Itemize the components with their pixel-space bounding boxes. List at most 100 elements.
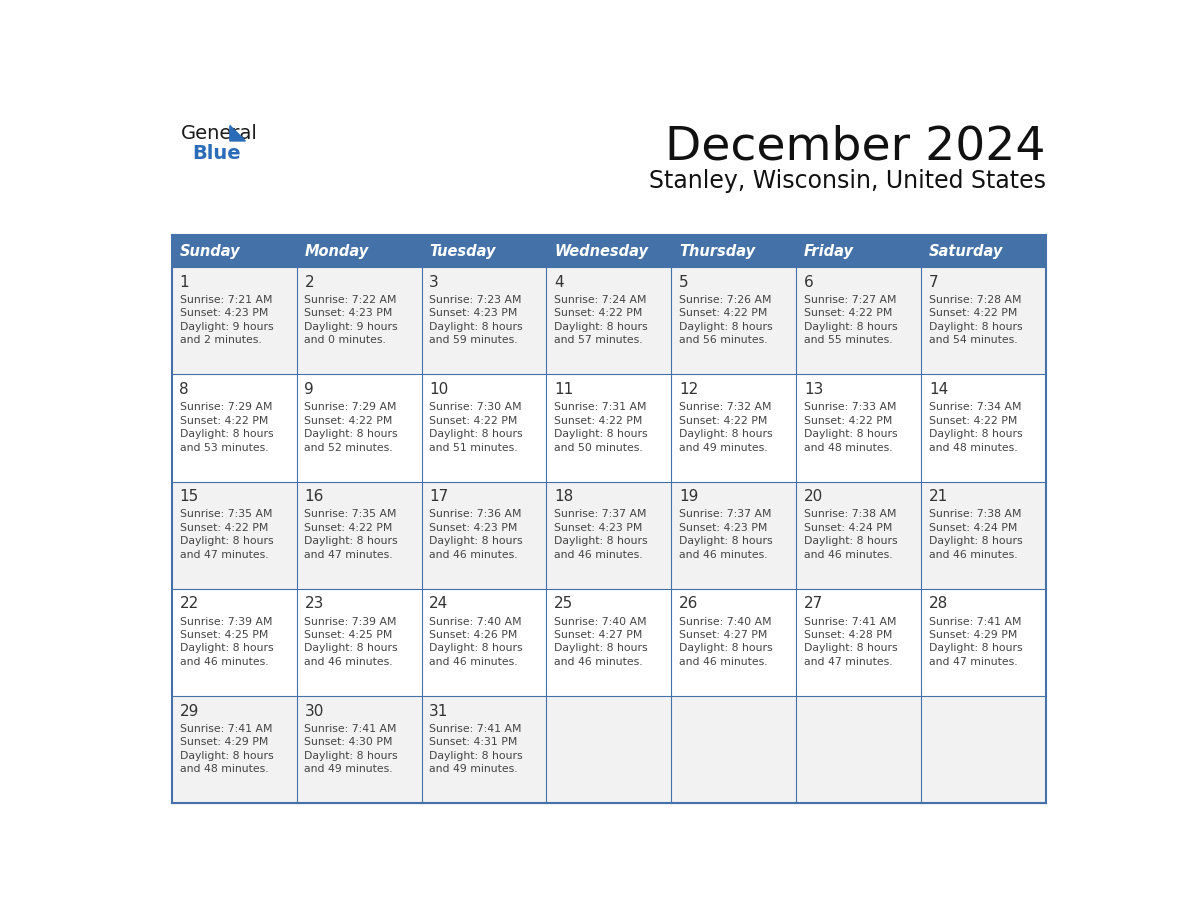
Text: Daylight: 8 hours: Daylight: 8 hours — [804, 536, 898, 546]
Text: Sunset: 4:22 PM: Sunset: 4:22 PM — [929, 416, 1017, 426]
Text: Sunrise: 7:41 AM: Sunrise: 7:41 AM — [179, 723, 272, 733]
Text: Sunrise: 7:21 AM: Sunrise: 7:21 AM — [179, 295, 272, 305]
Text: Daylight: 8 hours: Daylight: 8 hours — [804, 322, 898, 332]
Text: Daylight: 8 hours: Daylight: 8 hours — [179, 429, 273, 439]
Text: Saturday: Saturday — [929, 243, 1003, 259]
Text: 7: 7 — [929, 274, 939, 290]
Text: 5: 5 — [680, 274, 689, 290]
Text: Daylight: 8 hours: Daylight: 8 hours — [429, 536, 523, 546]
Text: and 52 minutes.: and 52 minutes. — [304, 442, 393, 453]
Text: Daylight: 8 hours: Daylight: 8 hours — [929, 322, 1023, 332]
Text: December 2024: December 2024 — [665, 124, 1045, 169]
Text: Sunrise: 7:41 AM: Sunrise: 7:41 AM — [304, 723, 397, 733]
Text: 8: 8 — [179, 382, 189, 397]
Text: and 59 minutes.: and 59 minutes. — [429, 335, 518, 345]
Text: Sunrise: 7:24 AM: Sunrise: 7:24 AM — [554, 295, 646, 305]
Text: Sunset: 4:23 PM: Sunset: 4:23 PM — [429, 308, 518, 319]
Text: Sunset: 4:24 PM: Sunset: 4:24 PM — [929, 523, 1017, 532]
Text: Sunrise: 7:26 AM: Sunrise: 7:26 AM — [680, 295, 771, 305]
Text: Friday: Friday — [804, 243, 854, 259]
Text: and 56 minutes.: and 56 minutes. — [680, 335, 767, 345]
Text: Sunset: 4:27 PM: Sunset: 4:27 PM — [680, 630, 767, 640]
Text: Sunset: 4:23 PM: Sunset: 4:23 PM — [554, 523, 643, 532]
Text: Daylight: 8 hours: Daylight: 8 hours — [804, 644, 898, 654]
Text: and 47 minutes.: and 47 minutes. — [804, 657, 892, 667]
Text: 16: 16 — [304, 489, 324, 504]
Bar — [172, 267, 1045, 375]
Text: Daylight: 8 hours: Daylight: 8 hours — [304, 751, 398, 761]
Text: Sunrise: 7:35 AM: Sunrise: 7:35 AM — [304, 509, 397, 520]
Text: 9: 9 — [304, 382, 314, 397]
Text: 15: 15 — [179, 489, 198, 504]
Text: Sunrise: 7:35 AM: Sunrise: 7:35 AM — [179, 509, 272, 520]
Text: and 2 minutes.: and 2 minutes. — [179, 335, 261, 345]
Text: Sunrise: 7:34 AM: Sunrise: 7:34 AM — [929, 402, 1022, 412]
Text: Sunrise: 7:27 AM: Sunrise: 7:27 AM — [804, 295, 897, 305]
Bar — [172, 235, 297, 267]
Text: and 47 minutes.: and 47 minutes. — [304, 550, 393, 560]
Text: Sunrise: 7:41 AM: Sunrise: 7:41 AM — [929, 617, 1022, 626]
Text: Daylight: 8 hours: Daylight: 8 hours — [304, 536, 398, 546]
Polygon shape — [229, 126, 246, 141]
Text: Sunset: 4:22 PM: Sunset: 4:22 PM — [680, 308, 767, 319]
Text: and 49 minutes.: and 49 minutes. — [680, 442, 767, 453]
Text: Sunrise: 7:37 AM: Sunrise: 7:37 AM — [680, 509, 771, 520]
Text: Sunset: 4:22 PM: Sunset: 4:22 PM — [804, 308, 892, 319]
Text: Daylight: 8 hours: Daylight: 8 hours — [554, 536, 647, 546]
Text: 31: 31 — [429, 704, 449, 719]
Text: Sunset: 4:22 PM: Sunset: 4:22 PM — [929, 308, 1017, 319]
Text: Sunrise: 7:38 AM: Sunrise: 7:38 AM — [929, 509, 1022, 520]
Text: General: General — [181, 124, 258, 143]
Text: Wednesday: Wednesday — [554, 243, 649, 259]
Text: Sunday: Sunday — [179, 243, 240, 259]
Text: Sunset: 4:31 PM: Sunset: 4:31 PM — [429, 737, 518, 747]
Text: Monday: Monday — [304, 243, 368, 259]
Text: Sunset: 4:23 PM: Sunset: 4:23 PM — [429, 523, 518, 532]
Bar — [796, 235, 921, 267]
Text: and 46 minutes.: and 46 minutes. — [680, 550, 767, 560]
Text: Sunrise: 7:40 AM: Sunrise: 7:40 AM — [429, 617, 522, 626]
Text: 26: 26 — [680, 597, 699, 611]
Bar — [546, 235, 671, 267]
Text: Daylight: 8 hours: Daylight: 8 hours — [680, 536, 772, 546]
Text: 6: 6 — [804, 274, 814, 290]
Text: Daylight: 8 hours: Daylight: 8 hours — [179, 751, 273, 761]
Text: Daylight: 8 hours: Daylight: 8 hours — [304, 429, 398, 439]
Text: Daylight: 8 hours: Daylight: 8 hours — [804, 429, 898, 439]
Text: Sunset: 4:25 PM: Sunset: 4:25 PM — [304, 630, 393, 640]
Text: and 0 minutes.: and 0 minutes. — [304, 335, 386, 345]
Text: Sunrise: 7:41 AM: Sunrise: 7:41 AM — [429, 723, 522, 733]
Text: Stanley, Wisconsin, United States: Stanley, Wisconsin, United States — [649, 169, 1045, 193]
Text: Sunrise: 7:33 AM: Sunrise: 7:33 AM — [804, 402, 897, 412]
Text: Daylight: 8 hours: Daylight: 8 hours — [179, 536, 273, 546]
Text: 24: 24 — [429, 597, 449, 611]
Text: and 57 minutes.: and 57 minutes. — [554, 335, 643, 345]
Text: and 51 minutes.: and 51 minutes. — [429, 442, 518, 453]
Text: Thursday: Thursday — [680, 243, 756, 259]
Text: 20: 20 — [804, 489, 823, 504]
Bar — [172, 696, 1045, 803]
Text: 18: 18 — [554, 489, 574, 504]
Text: and 49 minutes.: and 49 minutes. — [304, 764, 393, 774]
Text: 1: 1 — [179, 274, 189, 290]
Text: 13: 13 — [804, 382, 823, 397]
Text: 10: 10 — [429, 382, 449, 397]
Text: Daylight: 8 hours: Daylight: 8 hours — [429, 644, 523, 654]
Text: 19: 19 — [680, 489, 699, 504]
Text: Daylight: 8 hours: Daylight: 8 hours — [680, 644, 772, 654]
Text: Sunrise: 7:39 AM: Sunrise: 7:39 AM — [179, 617, 272, 626]
Text: Sunrise: 7:32 AM: Sunrise: 7:32 AM — [680, 402, 771, 412]
Text: Sunrise: 7:31 AM: Sunrise: 7:31 AM — [554, 402, 646, 412]
Text: Tuesday: Tuesday — [429, 243, 495, 259]
Text: Sunset: 4:23 PM: Sunset: 4:23 PM — [179, 308, 267, 319]
Text: Sunset: 4:22 PM: Sunset: 4:22 PM — [429, 416, 518, 426]
Text: and 48 minutes.: and 48 minutes. — [179, 764, 268, 774]
Text: 17: 17 — [429, 489, 449, 504]
Text: 14: 14 — [929, 382, 948, 397]
Text: and 46 minutes.: and 46 minutes. — [429, 550, 518, 560]
Text: Sunset: 4:23 PM: Sunset: 4:23 PM — [680, 523, 767, 532]
Text: and 53 minutes.: and 53 minutes. — [179, 442, 268, 453]
Text: Sunset: 4:29 PM: Sunset: 4:29 PM — [179, 737, 267, 747]
Text: and 46 minutes.: and 46 minutes. — [804, 550, 892, 560]
Text: Blue: Blue — [192, 144, 240, 163]
